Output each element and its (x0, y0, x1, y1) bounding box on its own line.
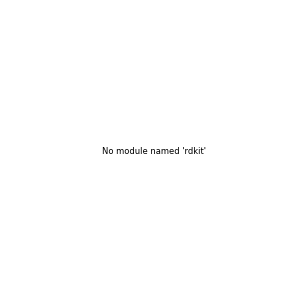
Text: No module named 'rdkit': No module named 'rdkit' (102, 147, 206, 156)
